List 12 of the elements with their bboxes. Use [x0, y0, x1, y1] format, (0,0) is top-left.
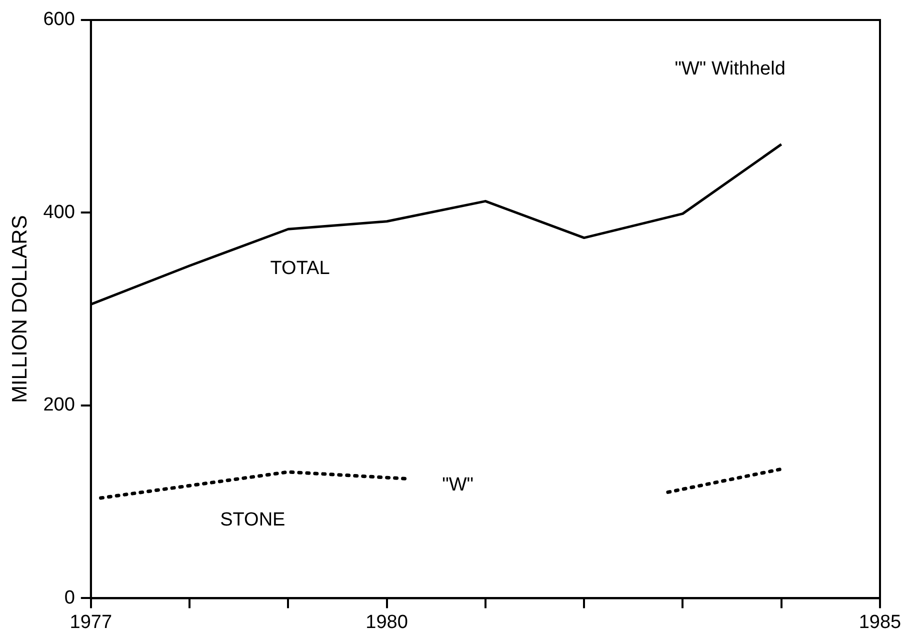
annotation: TOTAL: [270, 258, 330, 279]
y-tick-label: 200: [43, 394, 75, 416]
y-tick-label: 600: [43, 9, 75, 30]
y-axis-title: MILLION DOLLARS: [8, 215, 32, 404]
x-tick-label: 1985: [858, 612, 902, 633]
x-tick-label: 1977: [70, 612, 112, 633]
annotation: "W" Withheld: [674, 58, 786, 80]
y-tick-label: 400: [43, 202, 75, 223]
annotation: STONE: [220, 509, 286, 530]
x-tick-label: 1980: [366, 612, 408, 633]
annotation: "W": [442, 474, 474, 496]
y-tick-label: 0: [64, 587, 75, 608]
